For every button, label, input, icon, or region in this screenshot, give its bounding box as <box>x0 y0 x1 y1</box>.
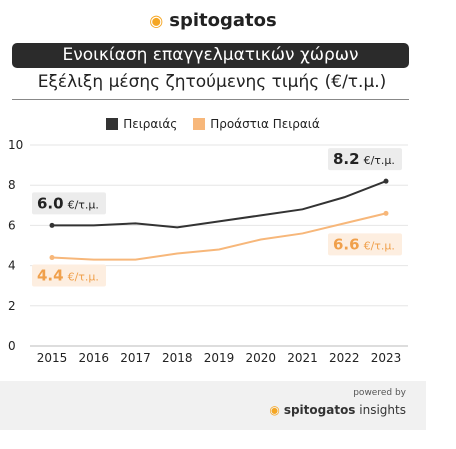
data-label-text: 6.0 €/τ.μ. <box>37 194 99 212</box>
data-label-unit: €/τ.μ. <box>68 198 99 211</box>
data-label-text: 8.2 €/τ.μ. <box>333 150 395 168</box>
footer-brand-name: spitogatos <box>283 403 356 417</box>
data-label-value: 8.2 <box>333 150 360 168</box>
data-label-text: 4.4 €/τ.μ. <box>37 267 99 285</box>
powered-by-text: powered by <box>353 388 406 398</box>
footer-brand-suffix: insights <box>359 403 406 417</box>
y-tick-label: 10 <box>8 138 23 152</box>
chart-subtitle: Εξέλιξη μέσης ζητούμενης τιμής (€/τ.μ.) <box>37 72 387 92</box>
data-label-value: 6.6 <box>333 235 360 253</box>
data-label-value: 6.0 <box>37 194 64 212</box>
data-label-text: 6.6 €/τ.μ. <box>333 235 395 253</box>
data-label: 6.6 €/τ.μ. <box>328 233 402 256</box>
subtitle-divider <box>12 99 409 100</box>
x-tick-label: 2020 <box>245 351 276 365</box>
page-title: Ενοικίαση επαγγελματικών χώρων <box>12 43 409 68</box>
data-label-bg <box>328 148 402 171</box>
cat-icon: ◉ <box>149 11 164 30</box>
y-tick-label: 4 <box>8 259 16 273</box>
data-label-value: 4.4 <box>37 267 64 285</box>
data-label-bg <box>32 264 106 287</box>
brand-logo: ◉ spitogatos <box>0 10 426 31</box>
data-label-bg <box>32 192 106 215</box>
legend-item-piraeus: Πειραιάς <box>106 117 177 131</box>
data-label: 6.0 €/τ.μ. <box>32 192 106 215</box>
footer-brand: ◉ spitogatos insights <box>269 403 406 417</box>
data-point <box>383 178 389 184</box>
data-point <box>49 255 55 261</box>
legend-item-suburbs: Προάστια Πειραιά <box>193 117 320 131</box>
x-tick-label: 2022 <box>329 351 360 365</box>
legend-swatch-piraeus <box>106 118 119 130</box>
data-label-unit: €/τ.μ. <box>364 154 395 167</box>
x-tick-label: 2021 <box>287 351 318 365</box>
brand-name: spitogatos <box>169 10 277 31</box>
x-tick-label: 2017 <box>120 351 151 365</box>
y-tick-label: 2 <box>8 299 16 313</box>
data-label: 8.2 €/τ.μ. <box>328 148 402 171</box>
line-chart: 0 2 4 6 8 10 2015 2016 2017 2018 2019 2020 2021 2022 2… <box>8 138 408 365</box>
x-tick-label: 2018 <box>162 351 193 365</box>
data-label: 4.4 €/τ.μ. <box>32 264 106 287</box>
footer-cat-icon: ◉ <box>269 403 280 417</box>
data-label-bg <box>328 233 402 256</box>
footer: powered by ◉ spitogatos insights <box>0 381 426 430</box>
y-tick-label: 8 <box>8 178 16 192</box>
data-point <box>383 210 389 216</box>
legend-label-piraeus: Πειραιάς <box>123 117 178 131</box>
y-tick-label: 0 <box>8 339 16 353</box>
data-point <box>49 222 55 228</box>
x-tick-label: 2023 <box>371 351 402 365</box>
x-tick-label: 2016 <box>78 351 109 365</box>
chart-legend: Πειραιάς Προάστια Πειραιά <box>0 117 426 131</box>
data-label-unit: €/τ.μ. <box>364 239 395 252</box>
x-tick-label: 2019 <box>204 351 235 365</box>
data-label-unit: €/τ.μ. <box>68 271 99 284</box>
y-tick-label: 6 <box>8 218 16 232</box>
legend-label-suburbs: Προάστια Πειραιά <box>210 117 320 131</box>
legend-swatch-suburbs <box>193 118 206 130</box>
x-tick-label: 2015 <box>37 351 68 365</box>
